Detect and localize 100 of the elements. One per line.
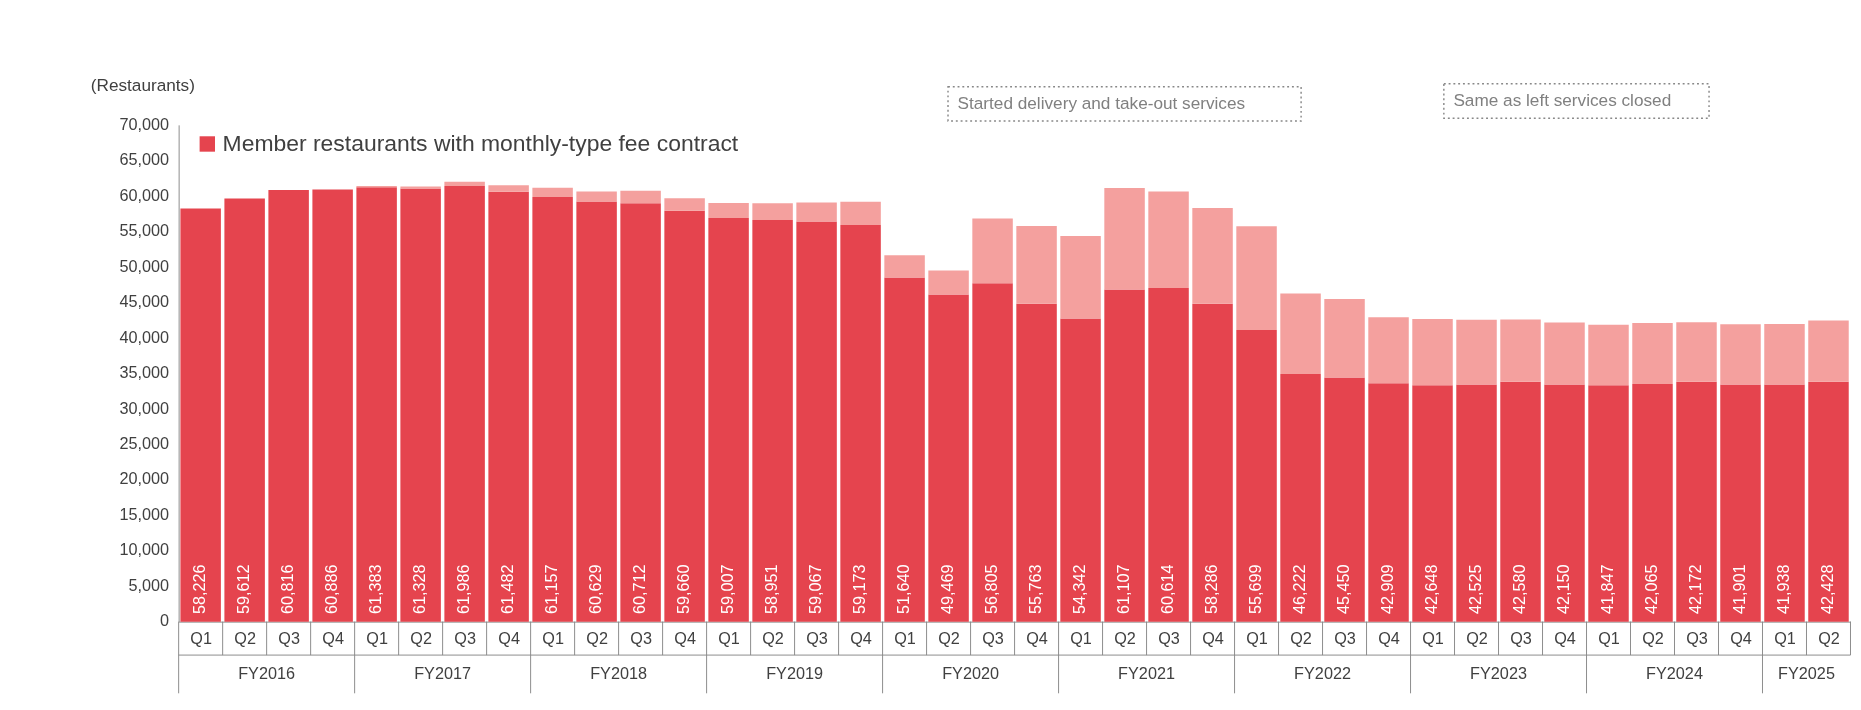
y-tick-label: 25,000 (119, 434, 170, 453)
x-tick-label: Q1 (190, 629, 212, 648)
bar (1676, 381, 1717, 622)
x-tick-label: Q2 (938, 629, 960, 648)
x-tick-label: Q3 (1686, 629, 1708, 648)
x-tick-label: Q4 (1202, 629, 1224, 648)
bar (1500, 319, 1541, 382)
total-label: 60,629 (586, 564, 605, 615)
bar (488, 191, 529, 622)
bar (444, 185, 485, 622)
text: Same as left services closed (1453, 89, 1672, 110)
bar (928, 270, 969, 295)
bar (1500, 381, 1541, 622)
bar (620, 203, 661, 622)
x-tick-label: Q3 (982, 629, 1004, 648)
total-label: 60,816 (278, 564, 297, 615)
bar (1720, 384, 1761, 622)
text: FY2022 (1294, 663, 1351, 682)
y-tick-label: 30,000 (119, 398, 170, 417)
text: FY2021 (1118, 663, 1175, 682)
x-tick-label: Q2 (1818, 629, 1840, 648)
bar (1148, 288, 1189, 622)
text: FY2016 (238, 663, 296, 682)
y-tick-label: 55,000 (119, 221, 170, 240)
bar (1192, 303, 1233, 622)
x-tick-label: Q1 (1070, 629, 1092, 648)
bar (620, 190, 661, 204)
bar (752, 220, 793, 622)
bar (1060, 318, 1101, 622)
text: FY2020 (942, 663, 1000, 682)
y-tick-label: 15,000 (119, 504, 170, 523)
y-tick-label: 70,000 (119, 114, 170, 133)
total-label: 54,342 (1070, 564, 1089, 615)
total-label: 42,150 (1554, 564, 1573, 615)
y-axis-title: (Restaurants) (90, 75, 195, 96)
total-label: 49,469 (938, 564, 957, 615)
total-label: 41,847 (1598, 564, 1617, 615)
y-tick-label: 0 (160, 611, 170, 630)
bar (1632, 383, 1673, 622)
bar (708, 202, 749, 218)
text: FY2025 (1778, 663, 1835, 682)
bar (1236, 329, 1277, 622)
text: Started delivery and take-out services (957, 92, 1246, 113)
text: FY2024 (1646, 663, 1703, 682)
total-label: 41,901 (1730, 564, 1749, 615)
total-label: 59,612 (234, 564, 253, 615)
text: FY2019 (766, 663, 824, 682)
bar (1280, 373, 1321, 622)
bar (1588, 385, 1629, 622)
total-label: 58,951 (762, 564, 781, 615)
total-label: 61,482 (498, 564, 517, 615)
bar (180, 208, 221, 622)
bar (664, 198, 705, 211)
x-tick-label: Q4 (1730, 629, 1752, 648)
bar (1764, 324, 1805, 385)
x-tick-label: Q1 (718, 629, 740, 648)
x-tick-label: Q2 (1642, 629, 1664, 648)
bar (1104, 187, 1145, 290)
total-label: 41,938 (1774, 564, 1793, 615)
total-label: 59,173 (850, 564, 869, 615)
bar (1412, 385, 1453, 622)
y-tick-label: 20,000 (119, 469, 170, 488)
x-tick-label: Q2 (1466, 629, 1488, 648)
y-tick-label: 60,000 (119, 185, 170, 204)
bar (1588, 324, 1629, 386)
bar (1412, 318, 1453, 386)
bar (1324, 299, 1365, 378)
bar (1764, 384, 1805, 622)
bar (1808, 381, 1849, 622)
x-tick-label: Q4 (850, 629, 872, 648)
x-tick-label: Q3 (278, 629, 300, 648)
y-tick-label: 40,000 (119, 327, 170, 346)
bar (1544, 384, 1585, 622)
x-tick-label: Q4 (1026, 629, 1048, 648)
x-tick-label: Q2 (234, 629, 256, 648)
bar (1280, 293, 1321, 374)
bar (840, 225, 881, 622)
y-tick-label: 45,000 (119, 292, 170, 311)
bar (972, 283, 1013, 622)
bar (312, 189, 353, 622)
total-label: 60,886 (322, 564, 341, 615)
text: FY2017 (414, 663, 472, 682)
bar (708, 217, 749, 622)
total-label: 51,640 (894, 564, 913, 615)
total-label: 56,805 (982, 564, 1001, 615)
x-tick-label: Q3 (454, 629, 476, 648)
bar (1236, 226, 1277, 330)
x-tick-label: Q4 (1554, 629, 1576, 648)
bar (1632, 323, 1673, 384)
total-label: 42,580 (1510, 564, 1529, 615)
x-tick-label: Q4 (1378, 629, 1400, 648)
bar (752, 203, 793, 221)
x-tick-label: Q2 (586, 629, 608, 648)
y-tick-label: 5,000 (128, 575, 170, 594)
bar (1368, 317, 1409, 384)
total-label: 61,383 (366, 564, 385, 615)
bar (1104, 289, 1145, 622)
x-tick-label: Q2 (1114, 629, 1136, 648)
bar (928, 294, 969, 622)
total-label: 61,328 (410, 564, 429, 615)
